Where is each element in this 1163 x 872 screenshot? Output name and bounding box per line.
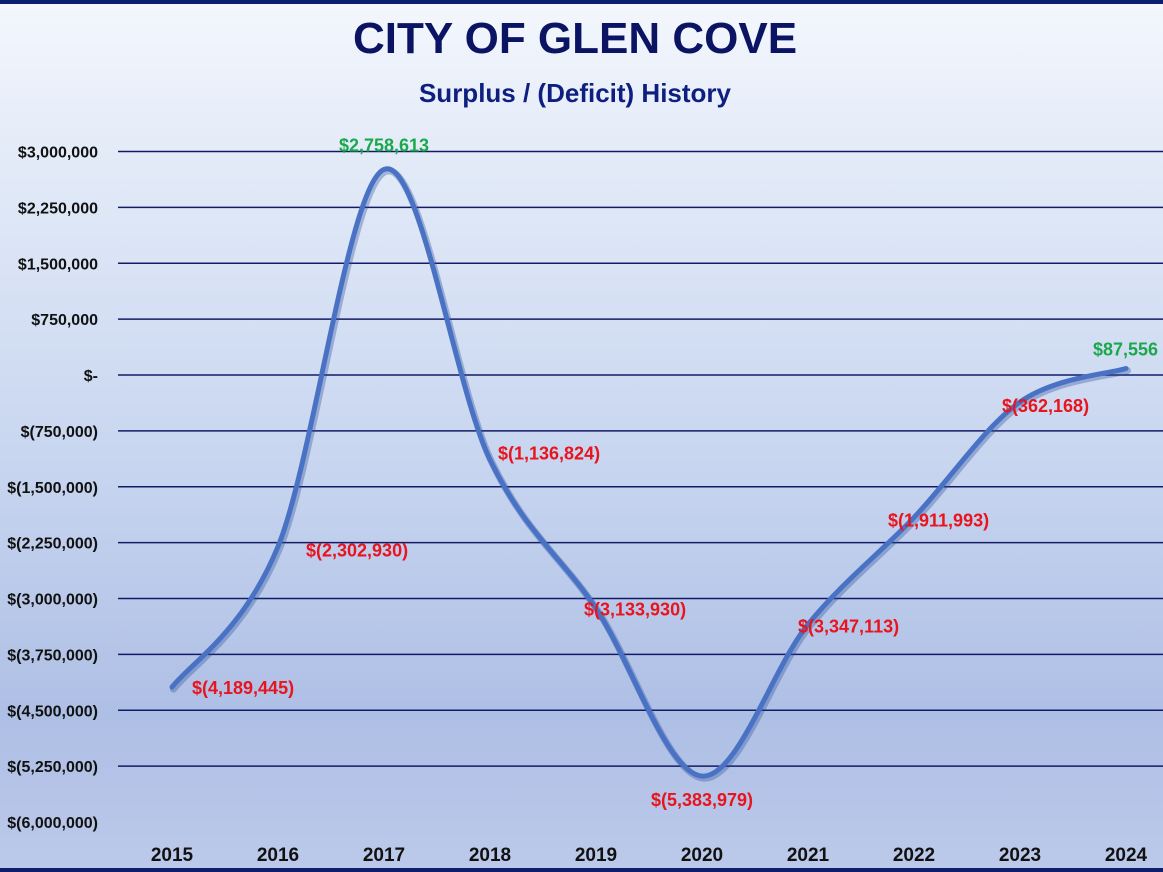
x-tick-label: 2016 xyxy=(257,845,299,866)
y-tick-label: $- xyxy=(84,368,98,385)
data-label: $(362,168) xyxy=(1002,396,1089,416)
y-tick-label: $(3,750,000) xyxy=(7,647,98,664)
bottom-border xyxy=(0,868,1163,872)
x-tick-label: 2020 xyxy=(681,845,723,866)
data-label: $(3,133,930) xyxy=(584,599,686,619)
y-tick-label: $750,000 xyxy=(31,312,98,329)
data-label: $(1,136,824) xyxy=(498,444,600,464)
y-tick-label: $1,500,000 xyxy=(18,256,98,273)
x-tick-label: 2022 xyxy=(893,845,935,866)
y-tick-label: $2,250,000 xyxy=(18,200,98,217)
y-tick-label: $(3,000,000) xyxy=(7,592,98,609)
x-tick-label: 2015 xyxy=(151,845,194,866)
series-line-shadow xyxy=(170,167,1131,782)
x-axis-ticks: 2015 2016 2017 2018 2019 2020 2021 2022 2023 2024 xyxy=(151,845,1148,866)
y-tick-label: $(1,500,000) xyxy=(7,480,98,497)
data-label: $(3,347,113) xyxy=(798,616,899,636)
gridlines xyxy=(118,150,1163,767)
x-tick-label: 2019 xyxy=(575,845,617,866)
x-tick-label: 2021 xyxy=(787,845,830,866)
y-tick-label: $(2,250,000) xyxy=(7,536,98,553)
y-tick-label: $(4,500,000) xyxy=(7,703,98,720)
y-tick-label: $(750,000) xyxy=(21,424,98,441)
x-tick-label: 2017 xyxy=(363,845,405,866)
data-label: $(1,911,993) xyxy=(888,510,989,530)
chart-subtitle: Surplus / (Deficit) History xyxy=(418,78,732,108)
data-label: $2,758,613 xyxy=(339,135,429,155)
data-label: $(4,189,445) xyxy=(192,678,294,698)
x-tick-label: 2023 xyxy=(999,845,1041,866)
y-axis-ticks: $3,000,000 $2,250,000 $1,500,000 $750,000 $-… xyxy=(7,145,98,833)
data-label: $(5,383,979) xyxy=(651,790,753,810)
y-tick-label: $3,000,000 xyxy=(18,145,98,162)
series-line-group xyxy=(169,166,1131,782)
top-border xyxy=(0,0,1163,4)
x-tick-label: 2024 xyxy=(1105,845,1148,866)
data-label: $87,556 xyxy=(1093,339,1158,359)
y-tick-label: $(5,250,000) xyxy=(7,759,98,776)
x-tick-label: 2018 xyxy=(469,845,511,866)
data-labels: $(4,189,445) $(2,302,930) $2,758,613 $(1,13… xyxy=(192,135,1158,810)
y-tick-label: $(6,000,000) xyxy=(7,815,98,832)
chart-title: CITY OF GLEN COVE xyxy=(352,14,798,63)
series-line xyxy=(169,166,1129,779)
data-label: $(2,302,930) xyxy=(306,541,408,561)
